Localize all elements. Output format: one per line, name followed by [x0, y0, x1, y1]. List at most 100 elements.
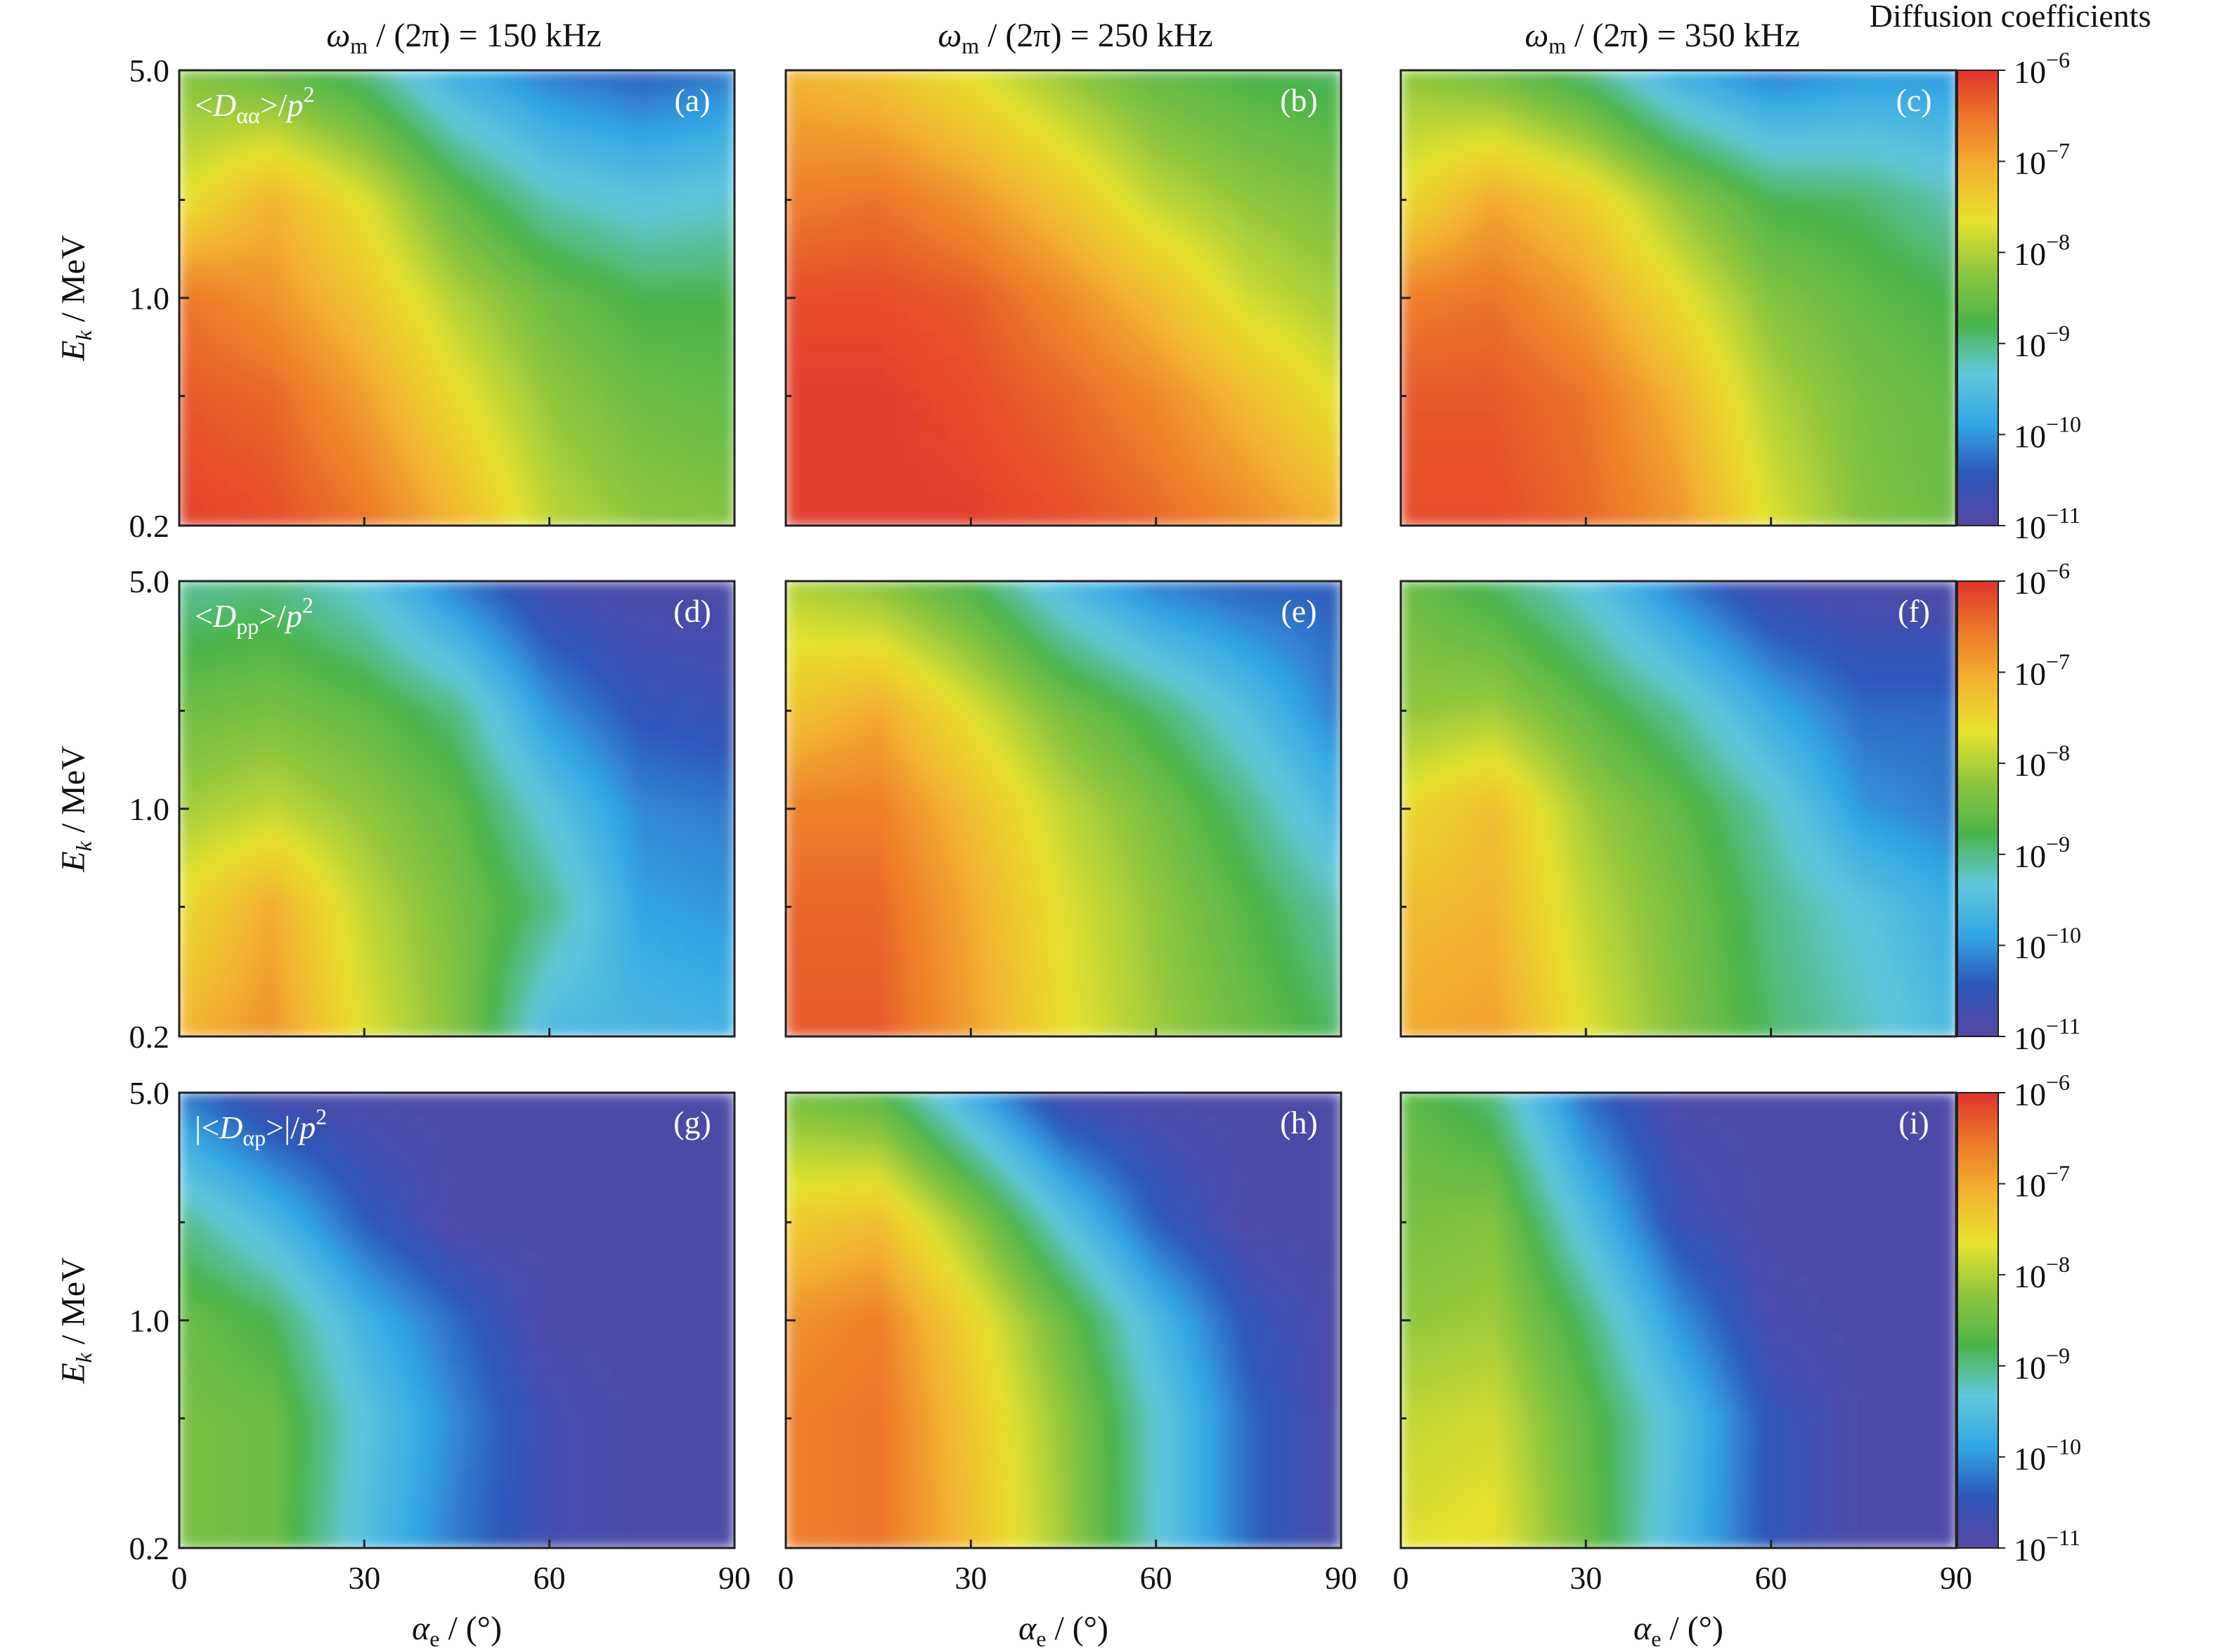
- heatmap-cell: [673, 615, 686, 627]
- heatmap-cell: [660, 649, 674, 662]
- heatmap-cell: [537, 1093, 550, 1105]
- heatmap-cell: [216, 923, 230, 935]
- heatmap-cell: [240, 752, 254, 764]
- heatmap-cell: [401, 1525, 415, 1537]
- heatmap-cell: [364, 1150, 377, 1162]
- heatmap-cell: [327, 1093, 341, 1105]
- heatmap-cell: [376, 683, 390, 696]
- heatmap-cell: [364, 729, 377, 741]
- heatmap-cell: [179, 991, 193, 1003]
- heatmap-cell: [240, 797, 254, 809]
- heatmap-cell: [351, 695, 365, 707]
- heatmap-cell: [438, 934, 452, 947]
- heatmap-cell: [278, 389, 291, 401]
- heatmap-cell: [204, 445, 217, 458]
- heatmap-cell: [475, 1320, 488, 1332]
- heatmap-cell: [191, 502, 205, 515]
- heatmap-cell: [216, 854, 230, 866]
- heatmap-cell: [339, 343, 353, 356]
- heatmap-cell: [598, 888, 612, 901]
- heatmap-cell: [586, 366, 600, 379]
- heatmap-cell: [586, 1422, 600, 1435]
- heatmap-cell: [685, 366, 699, 379]
- heatmap-cell: [524, 1332, 538, 1344]
- heatmap-cell: [401, 343, 415, 356]
- heatmap-cell: [240, 355, 254, 367]
- heatmap-cell: [500, 469, 513, 481]
- heatmap-cell: [462, 275, 477, 287]
- heatmap-cell: [512, 717, 526, 730]
- heatmap-cell: [648, 820, 661, 833]
- heatmap-cell: [673, 581, 686, 593]
- heatmap-cell: [574, 706, 588, 719]
- heatmap-cell: [339, 161, 353, 174]
- heatmap-cell: [216, 1183, 230, 1196]
- heatmap-cell: [709, 298, 723, 310]
- heatmap-cell: [635, 626, 649, 639]
- heatmap-cell: [451, 1434, 464, 1446]
- heatmap-cell: [389, 82, 402, 94]
- heatmap-cell: [351, 1514, 365, 1526]
- heatmap-cell: [549, 366, 563, 379]
- heatmap-cell: [500, 615, 513, 627]
- heatmap-cell: [635, 888, 649, 901]
- heatmap-cell: [722, 740, 734, 753]
- heatmap-cell: [265, 400, 279, 412]
- heatmap-cell: [537, 854, 550, 866]
- heatmap-cell: [462, 1172, 477, 1185]
- heatmap-cell: [426, 1013, 439, 1026]
- heatmap-cell: [660, 854, 674, 866]
- heatmap-cell: [302, 706, 316, 719]
- heatmap-cell: [327, 604, 341, 616]
- heatmap-cell: [265, 1275, 279, 1287]
- heatmap-cell: [401, 1002, 415, 1015]
- heatmap-cell: [660, 604, 674, 616]
- heatmap-cell: [401, 1308, 415, 1321]
- heatmap-cell: [364, 1195, 377, 1207]
- heatmap-cell: [426, 1457, 439, 1469]
- heatmap-cell: [574, 911, 588, 923]
- heatmap-cell: [339, 877, 353, 890]
- heatmap-cell: [426, 1150, 439, 1162]
- heatmap-cell: [475, 1536, 488, 1548]
- heatmap-cell: [315, 1411, 328, 1424]
- heatmap-cell: [709, 695, 723, 707]
- heatmap-cell: [586, 1343, 600, 1355]
- heatmap-cell: [487, 831, 501, 844]
- heatmap-cell: [204, 809, 217, 821]
- heatmap-cell: [290, 1150, 304, 1162]
- heatmap-cell: [512, 457, 526, 469]
- heatmap-cell: [500, 717, 513, 730]
- heatmap-cell: [315, 1229, 328, 1242]
- heatmap-cell: [475, 445, 488, 458]
- heatmap-cell: [413, 1218, 427, 1230]
- heatmap-cell: [351, 945, 365, 958]
- heatmap-cell: [512, 1377, 526, 1389]
- heatmap-cell: [487, 184, 501, 196]
- heatmap-cell: [524, 1229, 538, 1242]
- heatmap-cell: [598, 355, 612, 367]
- heatmap-cell: [487, 1502, 501, 1515]
- heatmap-cell: [339, 491, 353, 504]
- heatmap-cell: [413, 1172, 427, 1185]
- heatmap-cell: [413, 683, 427, 696]
- heatmap-cell: [451, 1479, 464, 1492]
- heatmap-cell: [228, 229, 242, 242]
- heatmap-cell: [191, 1479, 205, 1492]
- heatmap-cell: [562, 1093, 575, 1105]
- heatmap-cell: [413, 1434, 427, 1446]
- heatmap-cell: [204, 1400, 217, 1412]
- heatmap-cell: [364, 763, 377, 776]
- heatmap-cell: [351, 786, 365, 798]
- heatmap-cell: [586, 774, 600, 787]
- heatmap-cell: [426, 218, 439, 230]
- heatmap-cell: [339, 604, 353, 616]
- heatmap-cell: [351, 400, 365, 412]
- heatmap-cell: [302, 1251, 316, 1264]
- heatmap-cell: [722, 980, 734, 991]
- heatmap-cell: [487, 172, 501, 185]
- heatmap-cell: [364, 752, 377, 764]
- heatmap-cell: [413, 695, 427, 707]
- heatmap-cell: [327, 877, 341, 890]
- heatmap-cell: [389, 70, 402, 82]
